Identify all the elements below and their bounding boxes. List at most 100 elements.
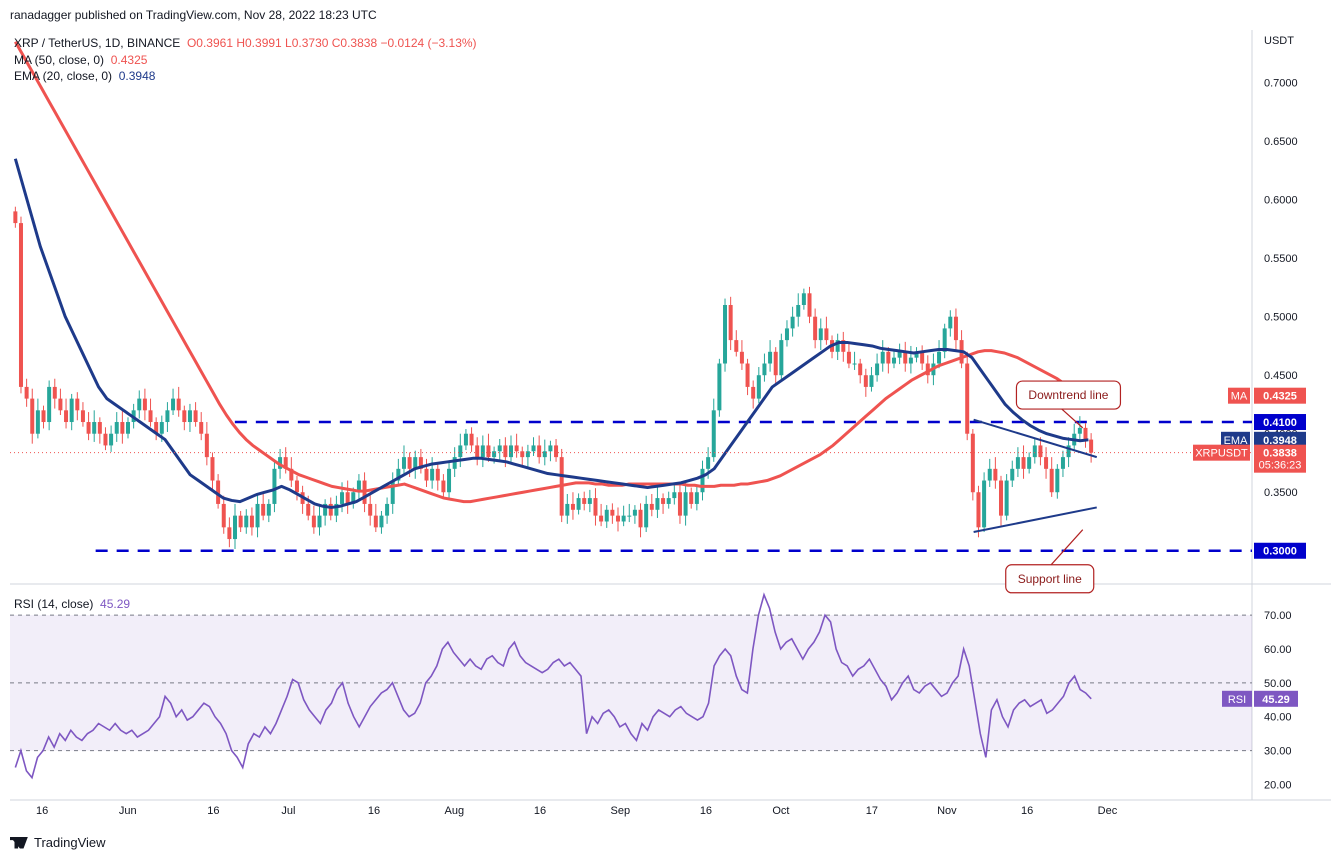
candle-body: [463, 433, 468, 446]
candle-body: [69, 398, 74, 423]
candle-body: [475, 445, 480, 458]
time-tick-label: Jul: [281, 805, 295, 817]
price-tag-value: 0.3838: [1263, 448, 1297, 460]
candle-body: [356, 480, 361, 493]
candle-body: [976, 492, 981, 528]
candle-body: [323, 503, 328, 516]
candle-body: [863, 375, 868, 387]
candle-body: [255, 503, 260, 528]
time-tick-label: 16: [534, 805, 546, 817]
price-tick-label: 0.4500: [1264, 370, 1298, 382]
candle-body: [565, 503, 570, 516]
candle-body: [627, 515, 632, 517]
candle-body: [430, 468, 435, 481]
price-tick-label: 0.3500: [1264, 487, 1298, 499]
candle-body: [238, 515, 243, 528]
time-tick-label: 16: [36, 805, 48, 817]
candle-body: [171, 398, 176, 411]
rsi-tick-label: 30.00: [1264, 746, 1292, 758]
candle-body: [818, 328, 823, 341]
candle-body: [677, 492, 682, 516]
candle-body: [396, 468, 401, 481]
callout-pointer: [1061, 408, 1084, 429]
candle-body: [18, 223, 23, 387]
candle-body: [768, 351, 773, 364]
rsi-tag-value-bg: [1254, 690, 1298, 707]
candle-body: [807, 293, 812, 317]
candle-body: [897, 351, 902, 358]
candle-body: [525, 451, 530, 458]
callout-text: Support line: [1018, 572, 1082, 586]
candle-body: [193, 410, 198, 423]
candle-body: [148, 410, 153, 423]
candle-body: [452, 457, 457, 469]
price-tag: EMA 0.3948: [1221, 431, 1306, 448]
candle-body: [610, 509, 615, 516]
rsi-tick-label: 70.00: [1264, 610, 1292, 622]
candle-body: [751, 386, 756, 399]
ma-label[interactable]: MA (50, close, 0): [14, 53, 105, 67]
ema-label[interactable]: EMA (20, close, 0): [14, 69, 113, 83]
rsi-label[interactable]: RSI (14, close): [14, 597, 94, 611]
candle-body: [908, 357, 913, 364]
time-tick-label: 16: [1021, 805, 1033, 817]
candle-body: [886, 351, 891, 364]
symbol-label[interactable]: XRP / TetherUS, 1D, BINANCE: [14, 36, 181, 50]
candle-body: [261, 503, 266, 516]
candle-body: [340, 492, 345, 504]
candle-body: [47, 386, 52, 423]
candle-body: [852, 363, 857, 365]
candle-body: [385, 503, 390, 516]
candle-body: [480, 445, 485, 458]
rsi-line: [14, 592, 1092, 780]
candle-body: [317, 515, 322, 528]
candle-body: [294, 480, 299, 493]
candle-body: [644, 503, 649, 528]
candle-body: [672, 492, 677, 499]
rsi-tag-name: RSI: [1228, 694, 1246, 706]
candle-body: [875, 363, 880, 376]
candle-body: [554, 445, 559, 458]
candle-body: [587, 498, 592, 504]
candle-body: [683, 492, 688, 516]
candle-body: [272, 468, 277, 504]
time-tick-label: Jun: [119, 805, 137, 817]
price-tag-name-bg: [1221, 431, 1250, 448]
candle-body: [176, 398, 181, 411]
candle-body: [508, 445, 513, 458]
candle-body: [458, 445, 463, 458]
candle-body: [390, 480, 395, 504]
candle-body: [187, 410, 192, 423]
candle-body: [621, 515, 626, 522]
candle-body: [58, 398, 63, 411]
brand-name[interactable]: TradingView: [34, 835, 106, 850]
candle-body: [334, 503, 339, 516]
trend-line: [973, 506, 1097, 534]
candle-body: [953, 316, 958, 341]
candle-body: [24, 386, 29, 399]
candle-body: [937, 351, 942, 364]
time-tick-label: 16: [368, 805, 380, 817]
candle-body: [182, 410, 187, 423]
candle-body: [1066, 445, 1071, 458]
candle-body: [407, 457, 412, 469]
candle-body: [486, 445, 491, 458]
candle-body: [891, 357, 896, 364]
candle-body: [728, 305, 733, 341]
candle-body: [311, 515, 316, 528]
candle-body: [1083, 427, 1088, 440]
candle-body: [142, 398, 147, 411]
price-tag-value-bg: [1254, 444, 1306, 473]
level-tag-label: 0.3000: [1263, 546, 1297, 558]
candle-body: [925, 363, 930, 376]
callout-pointer: [1050, 529, 1084, 566]
candle-body: [869, 375, 874, 387]
candle-body: [125, 422, 130, 434]
candle-body: [92, 422, 97, 434]
rsi-tag-name-bg: [1222, 690, 1252, 707]
level-tag-bg: [1254, 542, 1306, 559]
candle-body: [745, 363, 750, 387]
candle-body: [435, 468, 440, 481]
candle-body: [711, 410, 716, 458]
